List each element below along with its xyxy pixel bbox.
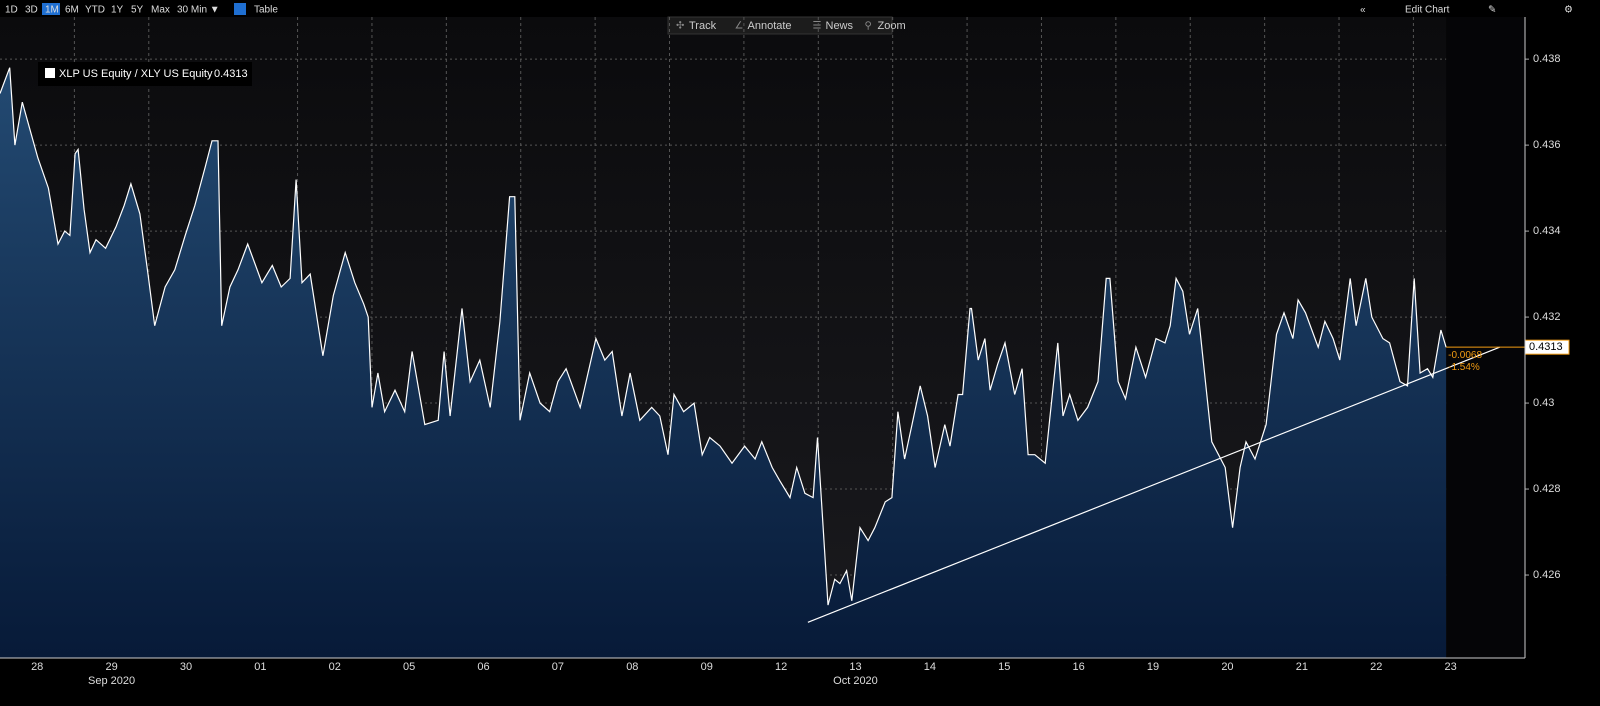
edit-icon[interactable]: ✎ xyxy=(1488,5,1496,16)
x-tick-label: 09 xyxy=(701,661,713,673)
range-button[interactable]: 5Y xyxy=(131,5,144,16)
y-tick-label: 0.432 xyxy=(1533,311,1561,323)
y-tick-label: 0.436 xyxy=(1533,139,1561,151)
settings-icon[interactable]: ⚙ xyxy=(1564,5,1573,16)
tools-box xyxy=(667,16,893,35)
edit-chart[interactable]: Edit Chart xyxy=(1405,5,1450,16)
x-tick-label: 22 xyxy=(1370,661,1382,673)
x-tick-label: 08 xyxy=(626,661,638,673)
tool-button[interactable]: News xyxy=(826,20,854,32)
last-value-label: 0.4313 xyxy=(1529,341,1563,353)
x-tick-label: 02 xyxy=(329,661,341,673)
legend-swatch xyxy=(45,68,55,78)
month-label: Sep 2020 xyxy=(88,675,135,687)
toolbar: 1D 3D 1M 6M YTD 1Y 5Y Max 30 Min ▼ Table xyxy=(5,3,278,16)
future-region xyxy=(1446,17,1525,658)
table-icon xyxy=(234,3,246,15)
tool-icon: ✣ xyxy=(676,21,684,32)
y-tick-label: 0.434 xyxy=(1533,225,1561,237)
range-button[interactable]: 1D xyxy=(5,5,18,16)
range-button[interactable]: 3D xyxy=(25,5,38,16)
trendline xyxy=(807,346,1500,623)
x-tick-label: 13 xyxy=(849,661,861,673)
x-tick-label: 30 xyxy=(180,661,192,673)
collapse-icon[interactable]: « xyxy=(1360,5,1366,16)
range-button[interactable]: Max xyxy=(151,5,170,16)
range-button[interactable]: 1Y xyxy=(111,5,124,16)
tool-icon: ☰ xyxy=(813,21,822,32)
y-tick-label: 0.428 xyxy=(1533,483,1561,495)
x-tick-label: 29 xyxy=(105,661,117,673)
x-tick-label: 14 xyxy=(924,661,936,673)
x-tick-label: 16 xyxy=(1073,661,1085,673)
tool-icon: ∠ xyxy=(735,21,744,32)
annotation: -1.54% xyxy=(1448,362,1480,373)
x-tick-label: 23 xyxy=(1444,661,1456,673)
area xyxy=(0,67,1447,658)
x-tick-label: 28 xyxy=(31,661,43,673)
annotation: -0.0068 xyxy=(1448,350,1482,361)
range-button[interactable]: 6M xyxy=(65,5,79,16)
y-tick-label: 0.426 xyxy=(1533,569,1561,581)
tool-button[interactable]: Track xyxy=(689,20,717,32)
x-tick-label: 01 xyxy=(254,661,266,673)
x-tick-label: 06 xyxy=(477,661,489,673)
chart-tools: ✣ Track ∠ Annotate ☰ News ⚲ Zoom xyxy=(667,16,906,35)
x-tick-label: 12 xyxy=(775,661,787,673)
x-tick-label: 21 xyxy=(1296,661,1308,673)
range-button[interactable]: 30 Min ▼ xyxy=(177,5,220,16)
tool-button[interactable]: Zoom xyxy=(878,20,906,32)
table-button[interactable]: Table xyxy=(254,5,278,16)
range-button[interactable]: YTD xyxy=(85,5,105,16)
legend-name: XLP US Equity / XLY US Equity xyxy=(59,68,213,80)
month-label: Oct 2020 xyxy=(833,675,878,687)
tool-icon: ⚲ xyxy=(865,21,872,32)
y-tick-label: 0.438 xyxy=(1533,53,1561,65)
x-axis-bg xyxy=(0,658,1600,706)
line xyxy=(0,67,1447,606)
x-tick-label: 19 xyxy=(1147,661,1159,673)
range-button[interactable]: 1M xyxy=(45,5,59,16)
range-active-bg xyxy=(42,3,60,15)
x-tick-label: 15 xyxy=(998,661,1010,673)
legend-bg xyxy=(38,62,252,86)
legend-value: 0.4313 xyxy=(214,68,248,80)
y-tick-label: 0.43 xyxy=(1533,397,1554,409)
x-tick-label: 20 xyxy=(1221,661,1233,673)
x-tick-label: 05 xyxy=(403,661,415,673)
x-tick-label: 07 xyxy=(552,661,564,673)
tool-button[interactable]: Annotate xyxy=(748,20,792,32)
